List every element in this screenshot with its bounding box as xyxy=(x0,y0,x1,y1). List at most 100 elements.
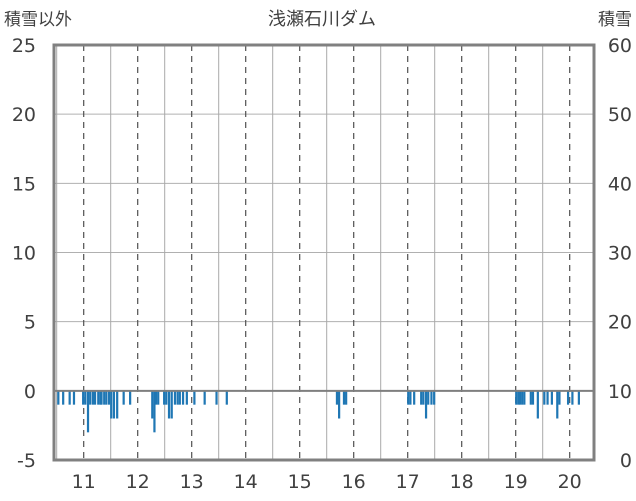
data-bar xyxy=(86,390,90,433)
data-bar xyxy=(167,390,171,419)
data-bar xyxy=(165,390,168,405)
right-tick-label: 0 xyxy=(620,450,632,472)
data-bar xyxy=(84,390,87,405)
data-bar xyxy=(116,390,119,419)
data-bar xyxy=(110,390,113,419)
data-bar xyxy=(72,390,76,405)
chart-title: 浅瀬石川ダム xyxy=(268,9,376,30)
data-bar xyxy=(57,390,60,405)
data-bar xyxy=(515,390,518,405)
x-tick-label: 15 xyxy=(288,471,312,493)
data-bar xyxy=(577,390,580,405)
right-tick-label: 30 xyxy=(608,243,632,265)
x-tick-label: 17 xyxy=(396,471,420,493)
data-bar xyxy=(203,390,206,405)
data-bar xyxy=(342,390,346,405)
data-bar xyxy=(163,390,166,405)
x-tick-label: 16 xyxy=(342,471,366,493)
data-bar xyxy=(215,390,218,405)
data-bar xyxy=(170,390,173,419)
data-bar xyxy=(546,390,549,405)
data-bar xyxy=(91,390,94,405)
data-bar xyxy=(181,390,185,405)
data-bar xyxy=(129,390,132,405)
right-tick-label: 10 xyxy=(608,381,632,403)
data-bar xyxy=(105,390,108,405)
grid-lines xyxy=(54,45,594,460)
data-bar xyxy=(345,390,348,405)
data-bar xyxy=(433,390,436,405)
data-bar xyxy=(424,390,428,419)
bar-series xyxy=(57,390,580,433)
data-bar xyxy=(536,390,539,419)
x-tick-label: 12 xyxy=(126,471,150,493)
data-bar xyxy=(430,390,433,405)
left-tick-label: 25 xyxy=(12,35,36,57)
data-bar xyxy=(193,390,196,405)
left-axis-label: 積雪以外 xyxy=(4,10,72,30)
data-bar xyxy=(107,390,111,405)
data-bar xyxy=(517,390,520,405)
data-bar xyxy=(178,390,181,405)
data-bar xyxy=(82,390,85,405)
data-bar xyxy=(154,390,158,405)
right-tick-label: 50 xyxy=(608,104,632,126)
data-bar xyxy=(550,390,553,405)
data-bar xyxy=(523,390,526,405)
right-axis-ticks: 60 50 40 30 20 10 0 xyxy=(608,35,632,472)
x-tick-label: 11 xyxy=(72,471,96,493)
left-tick-label: 0 xyxy=(24,381,36,403)
data-bar xyxy=(93,390,97,405)
data-bar xyxy=(185,390,188,405)
data-bar xyxy=(157,390,160,405)
left-tick-label: 20 xyxy=(12,104,36,126)
right-tick-label: 40 xyxy=(608,173,632,195)
data-bar xyxy=(103,390,106,405)
data-bar xyxy=(521,390,524,405)
data-bar xyxy=(338,390,341,419)
data-bar xyxy=(225,390,228,405)
x-tick-label: 18 xyxy=(450,471,474,493)
x-tick-label: 19 xyxy=(504,471,528,493)
data-bar xyxy=(427,390,430,405)
data-bar xyxy=(543,390,546,405)
left-axis-ticks: 25 20 15 10 5 0 -5 xyxy=(12,35,36,472)
left-tick-label: -5 xyxy=(17,450,36,472)
data-bar xyxy=(420,390,423,405)
data-bar xyxy=(153,390,156,433)
data-bar xyxy=(151,390,154,419)
data-bar xyxy=(97,390,100,405)
right-tick-label: 20 xyxy=(608,312,632,334)
x-tick-label: 14 xyxy=(234,471,258,493)
data-bar xyxy=(409,390,412,405)
data-bar xyxy=(518,390,522,405)
plot-frame xyxy=(52,43,596,462)
data-bar xyxy=(422,390,425,405)
data-bar xyxy=(531,390,535,405)
data-bar xyxy=(68,390,71,405)
data-bar xyxy=(122,390,125,405)
x-tick-label: 20 xyxy=(558,471,582,493)
left-tick-label: 5 xyxy=(24,312,36,334)
x-axis-ticks: 11 12 13 14 15 16 17 18 19 20 xyxy=(72,471,582,493)
data-bar xyxy=(407,390,410,405)
data-bar xyxy=(173,390,177,405)
data-bar xyxy=(112,390,116,419)
x-tick-label: 13 xyxy=(180,471,204,493)
left-tick-label: 15 xyxy=(12,173,36,195)
data-bar xyxy=(571,390,574,405)
data-bar xyxy=(335,390,339,405)
data-bar xyxy=(100,390,103,405)
data-bar xyxy=(176,390,179,405)
right-axis-label: 積雪 xyxy=(598,10,632,30)
right-tick-label: 60 xyxy=(608,35,632,57)
data-bar xyxy=(89,390,92,405)
data-bar xyxy=(413,390,416,405)
data-bar xyxy=(62,390,65,405)
left-tick-label: 10 xyxy=(12,243,36,265)
data-bar xyxy=(529,390,532,405)
data-bar xyxy=(566,390,570,405)
data-bar xyxy=(558,390,561,405)
data-bar xyxy=(556,390,559,419)
